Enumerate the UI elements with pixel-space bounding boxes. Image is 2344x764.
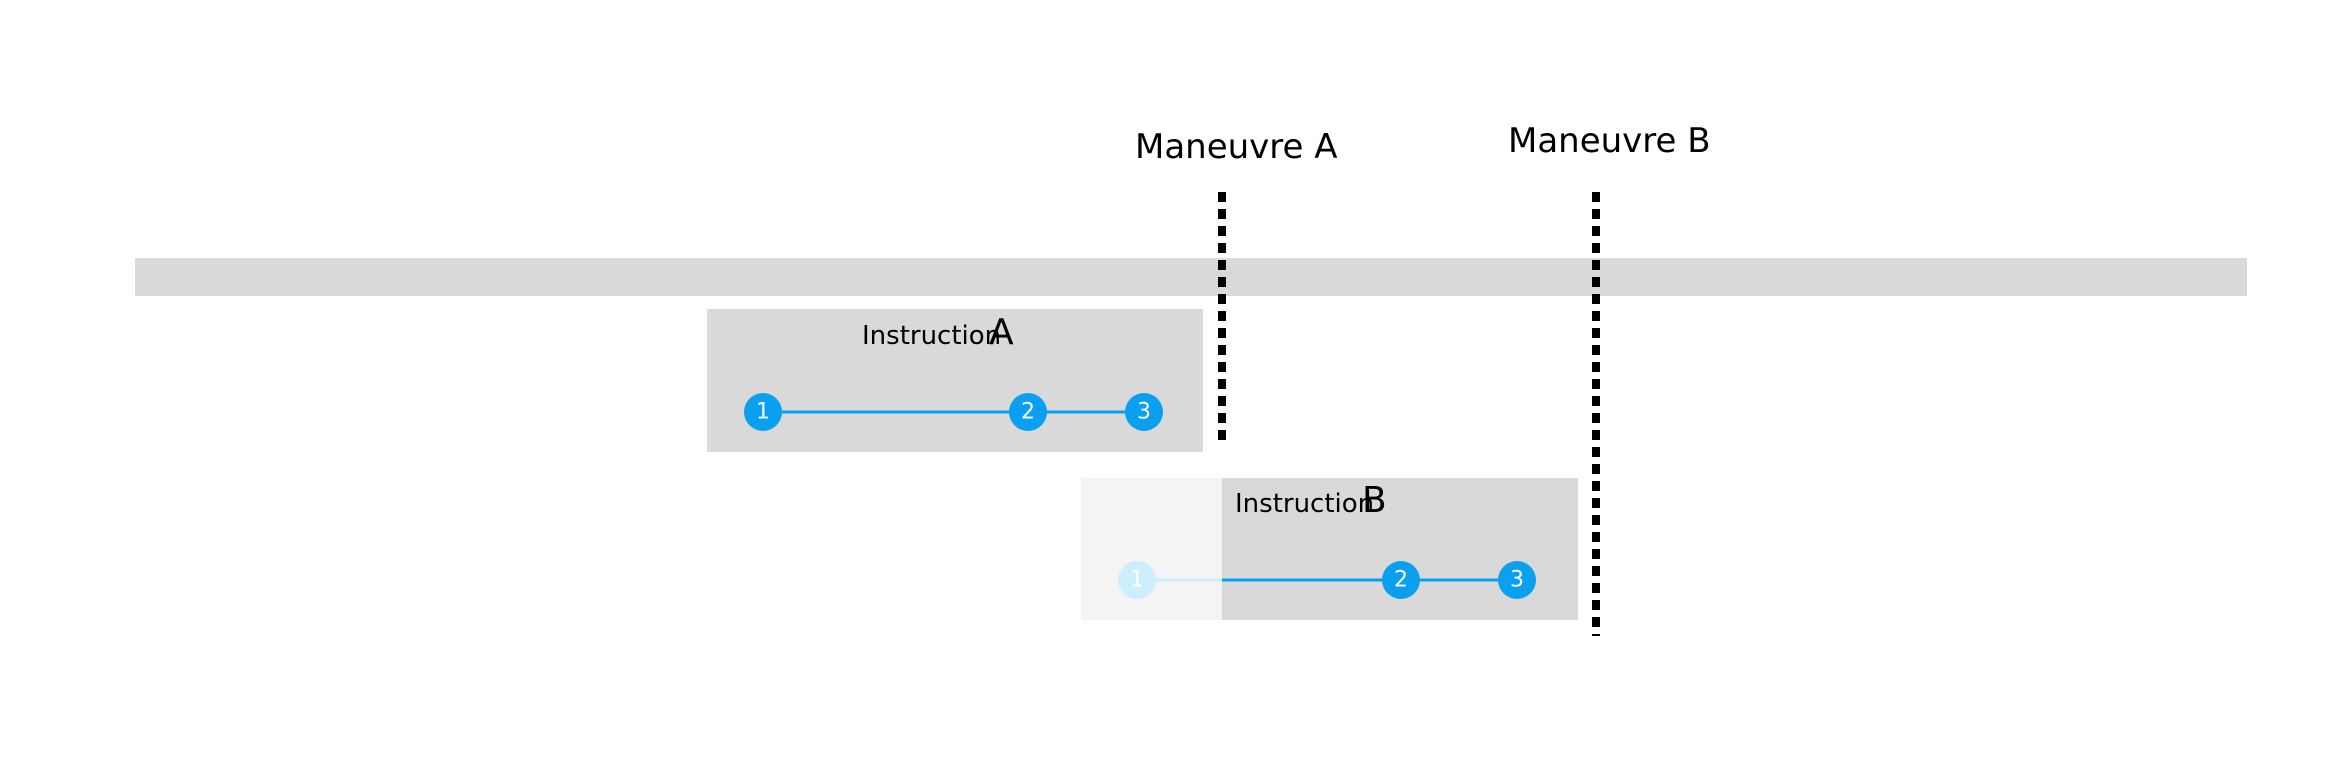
- step-number: 3: [1137, 400, 1151, 425]
- instruction-b-step-1-faded: 1: [1118, 561, 1156, 599]
- maneuver-b-label: Maneuvre B: [1508, 121, 1711, 161]
- instruction-b-word: Instruction: [1235, 489, 1374, 519]
- maneuver-b: Maneuvre B: [1508, 121, 1711, 636]
- step-number: 1: [1130, 568, 1144, 593]
- step-number: 3: [1510, 568, 1524, 593]
- instruction-a-background: [707, 309, 1203, 452]
- instruction-a-step-2: 2: [1009, 393, 1047, 431]
- instruction-a-step-1: 1: [744, 393, 782, 431]
- step-circle: [1125, 393, 1163, 431]
- instruction-b-letter: B: [1362, 480, 1387, 521]
- step-circle: [1498, 561, 1536, 599]
- maneuver-a-label: Maneuvre A: [1135, 127, 1338, 167]
- step-circle: [1009, 393, 1047, 431]
- step-number: 2: [1394, 568, 1408, 593]
- instruction-a-panel: Instruction A 1 2 3: [707, 309, 1203, 452]
- road-band: [135, 258, 2247, 296]
- step-circle: [1118, 561, 1156, 599]
- instruction-b-step-3: 3: [1498, 561, 1536, 599]
- step-number: 2: [1021, 400, 1035, 425]
- instruction-a-word: Instruction: [862, 321, 1001, 351]
- instruction-a-step-3: 3: [1125, 393, 1163, 431]
- instruction-b-panel: Instruction B 1 2 3: [1081, 478, 1578, 620]
- instruction-a-letter: A: [989, 312, 1014, 353]
- step-circle: [744, 393, 782, 431]
- instruction-b-step-2: 2: [1382, 561, 1420, 599]
- instruction-b-faded-background: [1081, 478, 1222, 620]
- step-circle: [1382, 561, 1420, 599]
- maneuver-a: Maneuvre A: [1135, 127, 1338, 442]
- step-number: 1: [756, 400, 770, 425]
